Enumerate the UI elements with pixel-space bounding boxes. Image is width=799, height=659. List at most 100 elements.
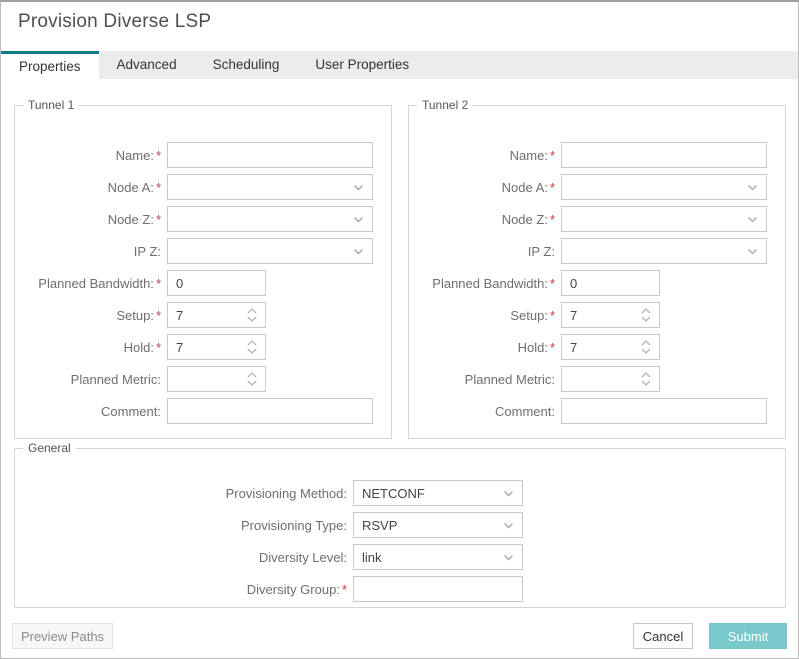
field-label: Name: * xyxy=(509,147,555,163)
tunnel-2-planned-bandwidth-row: Planned Bandwidth: * 0 xyxy=(409,270,785,296)
field-label: Hold: * xyxy=(517,339,555,355)
tunnel-2-setup-row: Setup: * 7 xyxy=(409,302,785,328)
diversity-group-row: Diversity Group: * xyxy=(15,576,785,602)
required-marker: * xyxy=(549,275,555,291)
tunnel-1-name-input[interactable] xyxy=(167,142,373,168)
tunnel-1-node-a-select[interactable] xyxy=(167,174,373,200)
required-marker: * xyxy=(155,307,161,323)
tunnel-2-node-z-row: Node Z: * xyxy=(409,206,785,232)
tunnel-1-planned-bandwidth-input[interactable]: 0 xyxy=(167,270,266,296)
tab-properties[interactable]: Properties xyxy=(1,51,99,79)
required-marker: * xyxy=(341,581,347,597)
tunnel-1-node-z-row: Node Z: * xyxy=(15,206,391,232)
chevron-down-icon xyxy=(747,248,758,255)
tunnel-2-name-input[interactable] xyxy=(561,142,767,168)
field-label: IP Z: xyxy=(133,243,161,259)
chevron-down-icon xyxy=(503,554,514,561)
tunnel-1-hold-row: Hold: * 7 xyxy=(15,334,391,360)
tab-user-properties[interactable]: User Properties xyxy=(315,57,410,72)
field-label: Planned Bandwidth: * xyxy=(38,275,161,291)
field-label: Diversity Level: xyxy=(258,549,347,565)
field-label: Provisioning Type: xyxy=(241,517,347,533)
diversity-level-row: Diversity Level: link xyxy=(15,544,785,570)
tunnel-2-node-a-select[interactable] xyxy=(561,174,767,200)
tab-scheduling[interactable]: Scheduling xyxy=(212,57,280,72)
field-label: Node Z: * xyxy=(501,211,555,227)
field-label: Planned Metric: xyxy=(464,371,555,387)
tunnel-1-planned-metric-spinner[interactable] xyxy=(167,366,266,392)
cancel-button[interactable]: Cancel xyxy=(633,623,693,649)
diversity-level-select[interactable]: link xyxy=(353,544,523,570)
tunnel-2-hold-row: Hold: * 7 xyxy=(409,334,785,360)
tunnel-1-node-a-row: Node A: * xyxy=(15,174,391,200)
required-marker: * xyxy=(155,211,161,227)
tunnel-1-setup-spinner[interactable]: 7 xyxy=(167,302,266,328)
tunnel-2-comment-input[interactable] xyxy=(561,398,767,424)
tunnel-2-node-a-row: Node A: * xyxy=(409,174,785,200)
chevron-down-icon xyxy=(503,522,514,529)
tunnel-2-setup-spinner[interactable]: 7 xyxy=(561,302,660,328)
spinner-up-down-icon[interactable] xyxy=(641,372,651,386)
chevron-down-icon xyxy=(353,248,364,255)
tunnel-1-name-row: Name: * xyxy=(15,142,391,168)
field-label: Planned Metric: xyxy=(70,371,161,387)
tunnel-1-setup-row: Setup: * 7 xyxy=(15,302,391,328)
tunnel-2-planned-metric-spinner[interactable] xyxy=(561,366,660,392)
tunnel-1-comment-row: Comment: xyxy=(15,398,391,424)
preview-paths-button[interactable]: Preview Paths xyxy=(12,623,113,649)
chevron-down-icon xyxy=(503,490,514,497)
tunnel-2-ip-z-row: IP Z: xyxy=(409,238,785,264)
tunnel-1-planned-bandwidth-row: Planned Bandwidth: * 0 xyxy=(15,270,391,296)
tunnel-2-name-row: Name: * xyxy=(409,142,785,168)
tab-advanced[interactable]: Advanced xyxy=(116,57,177,72)
provisioning-method-row: Provisioning Method: NETCONF xyxy=(15,480,785,506)
field-label: Node Z: * xyxy=(107,211,161,227)
submit-button[interactable]: Submit xyxy=(709,623,787,649)
tunnel-2-group: Tunnel 2 Name: * Node A: * Node Z: * IP Z: xyxy=(408,98,786,439)
tunnel-2-planned-metric-row: Planned Metric: xyxy=(409,366,785,392)
field-label: IP Z: xyxy=(527,243,555,259)
required-marker: * xyxy=(549,211,555,227)
general-group: General Provisioning Method: NETCONF Pro… xyxy=(14,441,786,608)
tunnel-1-comment-input[interactable] xyxy=(167,398,373,424)
spinner-up-down-icon[interactable] xyxy=(641,308,651,322)
tunnel-1-node-z-select[interactable] xyxy=(167,206,373,232)
general-legend: General xyxy=(23,441,76,455)
tunnel-2-node-z-select[interactable] xyxy=(561,206,767,232)
tunnel-1-ip-z-select[interactable] xyxy=(167,238,373,264)
required-marker: * xyxy=(155,147,161,163)
tunnel-1-planned-metric-row: Planned Metric: xyxy=(15,366,391,392)
spinner-up-down-icon[interactable] xyxy=(247,308,257,322)
tunnel-2-legend: Tunnel 2 xyxy=(417,98,474,112)
field-label: Diversity Group: * xyxy=(246,581,347,597)
field-label: Node A: * xyxy=(501,179,555,195)
page-title: Provision Diverse LSP xyxy=(18,11,212,32)
field-label: Hold: * xyxy=(123,339,161,355)
tunnel-1-hold-spinner[interactable]: 7 xyxy=(167,334,266,360)
field-label: Name: * xyxy=(115,147,161,163)
field-label: Provisioning Method: xyxy=(225,485,347,501)
field-label: Node A: * xyxy=(107,179,161,195)
provisioning-type-row: Provisioning Type: RSVP xyxy=(15,512,785,538)
chevron-down-icon xyxy=(353,216,364,223)
spinner-up-down-icon[interactable] xyxy=(247,372,257,386)
chevron-down-icon xyxy=(747,184,758,191)
required-marker: * xyxy=(155,339,161,355)
provisioning-method-select[interactable]: NETCONF xyxy=(353,480,523,506)
tunnel-2-ip-z-select[interactable] xyxy=(561,238,767,264)
spinner-up-down-icon[interactable] xyxy=(641,340,651,354)
diversity-group-input[interactable] xyxy=(353,576,523,602)
spinner-up-down-icon[interactable] xyxy=(247,340,257,354)
chevron-down-icon xyxy=(353,184,364,191)
field-label: Planned Bandwidth: * xyxy=(432,275,555,291)
tunnel-2-planned-bandwidth-input[interactable]: 0 xyxy=(561,270,660,296)
provisioning-type-select[interactable]: RSVP xyxy=(353,512,523,538)
tunnel-1-group: Tunnel 1 Name: * Node A: * Node Z: * IP Z: xyxy=(14,98,392,439)
field-label: Setup: * xyxy=(116,307,161,323)
tunnel-2-hold-spinner[interactable]: 7 xyxy=(561,334,660,360)
required-marker: * xyxy=(549,179,555,195)
required-marker: * xyxy=(549,147,555,163)
tab-bar: Properties Advanced Scheduling User Prop… xyxy=(1,51,798,79)
tunnel-1-legend: Tunnel 1 xyxy=(23,98,80,112)
